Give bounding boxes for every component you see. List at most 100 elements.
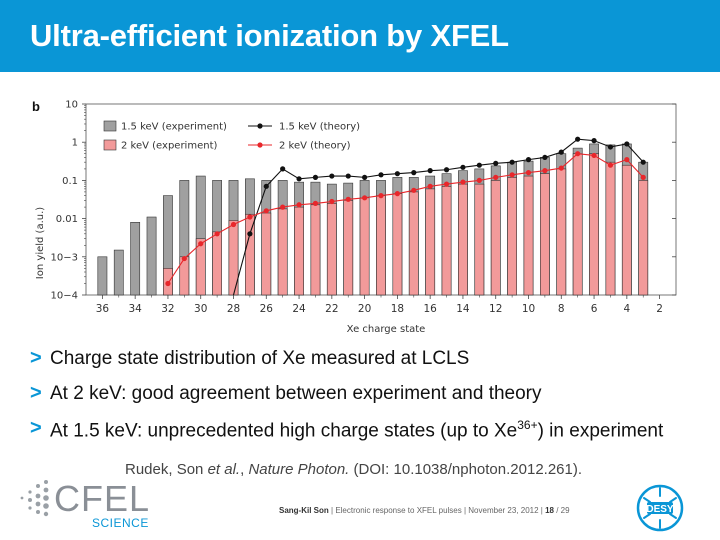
citation-etal: et al. <box>207 461 241 478</box>
point-theory-1-5kev <box>411 170 417 176</box>
citation-journal: Nature Photon. <box>248 461 350 478</box>
bullet-text-part: At 1.5 keV: unprecedented high charge st… <box>50 420 518 442</box>
bullet-item: > At 1.5 keV: unprecedented high charge … <box>30 416 710 451</box>
bar-exp-2kev <box>376 195 386 296</box>
y-tick-label: 1 <box>72 138 78 149</box>
cfel-logo: CFEL SCIENCE <box>16 476 149 532</box>
point-theory-2kev <box>427 183 433 189</box>
point-theory-1-5kev <box>296 176 302 182</box>
bullet-marker: > <box>30 347 42 369</box>
point-theory-1-5kev <box>312 174 319 180</box>
desy-logo: DESY <box>636 484 684 532</box>
point-theory-1-5kev <box>542 154 548 161</box>
citation-authors: Rudek, Son <box>125 461 208 478</box>
point-theory-2kev <box>542 168 548 174</box>
bar-exp-2kev <box>310 204 321 296</box>
cfel-dots-icon <box>20 480 49 517</box>
legend-label: 2 keV (theory) <box>279 141 351 152</box>
point-theory-2kev <box>181 255 187 262</box>
x-tick-label: 6 <box>591 303 598 315</box>
citation-sep: , <box>240 461 249 478</box>
bullet-text: At 2 keV: good agreement between experim… <box>50 383 542 404</box>
bullet-item: > At 2 keV: good agreement between exper… <box>30 381 710 416</box>
bullet-list: > Charge state distribution of Xe measur… <box>30 346 710 451</box>
slide-title: Ultra-efficient ionization by XFEL <box>30 18 509 53</box>
point-theory-1-5kev <box>591 138 597 144</box>
x-tick-label: 18 <box>391 303 404 315</box>
point-theory-2kev <box>296 202 302 208</box>
legend-marker <box>257 123 263 129</box>
bar-exp-2kev <box>212 231 222 296</box>
x-tick-label: 22 <box>325 303 338 315</box>
x-tick-label: 32 <box>161 303 174 315</box>
point-theory-2kev <box>525 170 532 176</box>
legend-label: 2 keV (experiment) <box>121 141 217 152</box>
point-theory-1-5kev <box>558 149 564 155</box>
bar-exp-2kev <box>195 238 206 296</box>
point-theory-2kev <box>230 221 237 228</box>
point-theory-1-5kev <box>575 136 581 142</box>
y-tick-label: 10−4 <box>51 291 78 302</box>
point-theory-1-5kev <box>493 160 499 166</box>
point-theory-1-5kev <box>394 171 400 177</box>
bar-exp-2kev <box>474 183 485 296</box>
x-tick-label: 24 <box>292 303 306 315</box>
point-theory-2kev <box>329 198 335 205</box>
bar-exp-1-5kev <box>130 222 141 296</box>
charge-superscript: 36+ <box>517 418 538 432</box>
legend-swatch <box>103 139 117 151</box>
point-theory-2kev <box>312 200 319 206</box>
x-tick-label: 36 <box>96 303 110 315</box>
point-theory-1-5kev <box>624 141 630 147</box>
x-axis-label: Xe charge state <box>347 324 426 335</box>
bar-exp-2kev <box>523 175 534 296</box>
legend-label: 1.5 keV (experiment) <box>121 122 227 133</box>
point-theory-2kev <box>607 162 614 168</box>
bullet-text: At 1.5 keV: unprecedented high charge st… <box>50 418 663 442</box>
legend: 1.5 keV (experiment) 2 keV (experiment) 1.… <box>103 120 360 152</box>
bar-exp-2kev <box>245 213 255 296</box>
y-tick-label: 0.1 <box>62 176 78 187</box>
x-tick-label: 26 <box>260 303 274 315</box>
bullet-text: Charge state distribution of Xe measured… <box>50 348 470 369</box>
x-tick-label: 8 <box>558 303 565 315</box>
y-tick-label: 10−3 <box>51 252 78 263</box>
bar-exp-1-5kev <box>113 249 124 296</box>
bar-exp-2kev <box>277 208 288 296</box>
point-theory-1-5kev <box>362 174 368 180</box>
point-theory-1-5kev <box>460 164 466 170</box>
bullet-item: > Charge state distribution of Xe measur… <box>30 346 710 381</box>
point-theory-2kev <box>558 165 564 171</box>
point-theory-2kev <box>460 179 466 185</box>
point-theory-2kev <box>263 208 269 214</box>
point-theory-1-5kev <box>378 172 384 178</box>
cfel-science-text: SCIENCE <box>92 516 149 530</box>
point-theory-1-5kev <box>247 231 253 237</box>
x-tick-label: 12 <box>489 303 502 315</box>
bar-exp-2kev <box>425 188 436 296</box>
point-theory-2kev <box>378 193 384 199</box>
point-theory-2kev <box>476 177 482 183</box>
bar-exp-2kev <box>638 180 649 296</box>
panel-label: b <box>32 99 40 114</box>
cfel-logo-text: CFEL <box>54 478 151 519</box>
point-theory-1-5kev <box>345 173 351 179</box>
point-theory-2kev <box>509 172 515 178</box>
point-theory-1-5kev <box>607 144 614 150</box>
footer-date: November 23, 2012 <box>468 506 539 515</box>
bar-exp-2kev <box>589 153 599 296</box>
bar-exp-2kev <box>556 168 567 296</box>
point-theory-1-5kev <box>640 159 646 165</box>
point-theory-2kev <box>591 152 597 159</box>
bar-exp-2kev <box>458 183 468 296</box>
desy-logo-text: DESY <box>646 504 674 515</box>
line-theory-1-5kev <box>232 138 644 296</box>
bar-exp-2kev <box>343 200 354 296</box>
x-tick-label: 2 <box>656 303 663 315</box>
bar-exp-2kev <box>441 186 452 296</box>
x-tick-label: 16 <box>423 303 437 315</box>
point-theory-2kev <box>394 191 400 197</box>
title-bar: Ultra-efficient ionization by XFEL <box>0 0 720 72</box>
bar-exp-2kev <box>572 153 583 296</box>
